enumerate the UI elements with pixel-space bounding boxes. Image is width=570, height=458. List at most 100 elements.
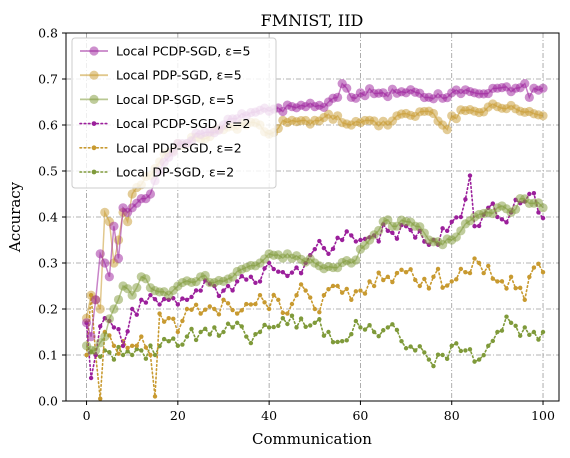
data-point [235,311,239,315]
y-tick-label: 0.2 [38,302,58,317]
legend: Local PCDP-SGD, ε=5Local PDP-SGD, ε=5Loc… [72,38,276,188]
data-point [322,334,326,338]
data-point [386,275,390,279]
data-point [240,308,244,312]
data-point [445,229,449,233]
data-point [322,246,326,250]
data-point [472,224,476,228]
data-point [185,298,189,302]
data-point [144,300,148,304]
data-point [440,353,444,357]
y-tick-label: 0.1 [38,348,58,363]
data-point [221,288,225,292]
data-point [495,279,499,283]
data-point [472,256,476,260]
data-point [276,269,280,273]
legend-swatch-marker [92,145,97,150]
data-point [244,277,248,281]
data-point [285,322,289,326]
data-point [276,324,280,328]
data-point [221,330,225,334]
data-point [481,271,485,275]
data-point [82,318,91,327]
data-point [217,312,221,316]
data-point [96,304,105,313]
data-point [114,254,123,263]
legend-entry-label: Local DP-SGD, ε=2 [116,165,234,180]
data-point [217,294,221,298]
data-point [374,226,383,235]
legend-entry-label: Local DP-SGD, ε=5 [116,92,234,107]
data-point [463,270,467,274]
data-point [198,288,202,292]
data-point [340,290,344,294]
data-point [509,275,513,279]
data-point [180,342,184,346]
data-point [100,258,109,267]
data-point [454,215,458,219]
data-point [87,332,96,341]
data-point [317,317,321,321]
data-point [135,312,139,316]
data-point [335,236,339,240]
data-point [144,357,148,361]
data-point [536,262,540,266]
data-point [148,353,152,357]
legend-entry-label: Local PDP-SGD, ε=5 [116,68,242,83]
data-point [504,314,508,318]
data-point [491,276,495,280]
data-point [299,282,303,286]
series-5 [84,313,545,368]
data-point [354,239,358,243]
data-point [139,298,143,302]
y-tick-label: 0.0 [38,394,58,409]
data-point [258,330,262,334]
data-point [271,293,275,297]
data-point [171,317,175,321]
data-point [294,265,298,269]
data-point [376,334,380,338]
series-2 [82,194,548,355]
data-point [203,308,207,312]
data-point [157,311,161,315]
data-point [139,348,143,352]
data-point [198,311,202,315]
data-point [313,247,317,251]
data-point [523,298,527,302]
data-point [459,215,463,219]
data-point [130,353,134,357]
data-point [176,344,180,348]
data-point [386,325,390,329]
y-tick-label: 0.6 [38,118,58,133]
data-point [518,286,522,290]
data-point [351,255,360,264]
x-tick-label: 60 [352,408,368,423]
data-point [431,275,435,279]
data-point [317,310,321,314]
data-point [532,191,536,195]
data-point [454,341,458,345]
data-point [303,325,307,329]
data-point [262,323,266,327]
data-point [230,308,234,312]
legend-swatch-marker [92,121,97,126]
data-point [189,327,193,331]
data-point [230,325,234,329]
data-point [459,349,463,353]
y-tick-label: 0.3 [38,256,58,271]
data-point [399,268,403,272]
data-point [527,333,531,337]
data-point [262,300,266,304]
data-point [354,289,358,293]
data-point [98,324,102,328]
data-point [109,222,118,231]
data-point [390,322,394,326]
data-point [381,278,385,282]
data-point [477,224,481,228]
data-point [281,316,285,320]
data-point [212,307,216,311]
data-point [109,304,118,313]
data-point [333,93,342,102]
data-point [399,339,403,343]
data-point [308,323,312,327]
